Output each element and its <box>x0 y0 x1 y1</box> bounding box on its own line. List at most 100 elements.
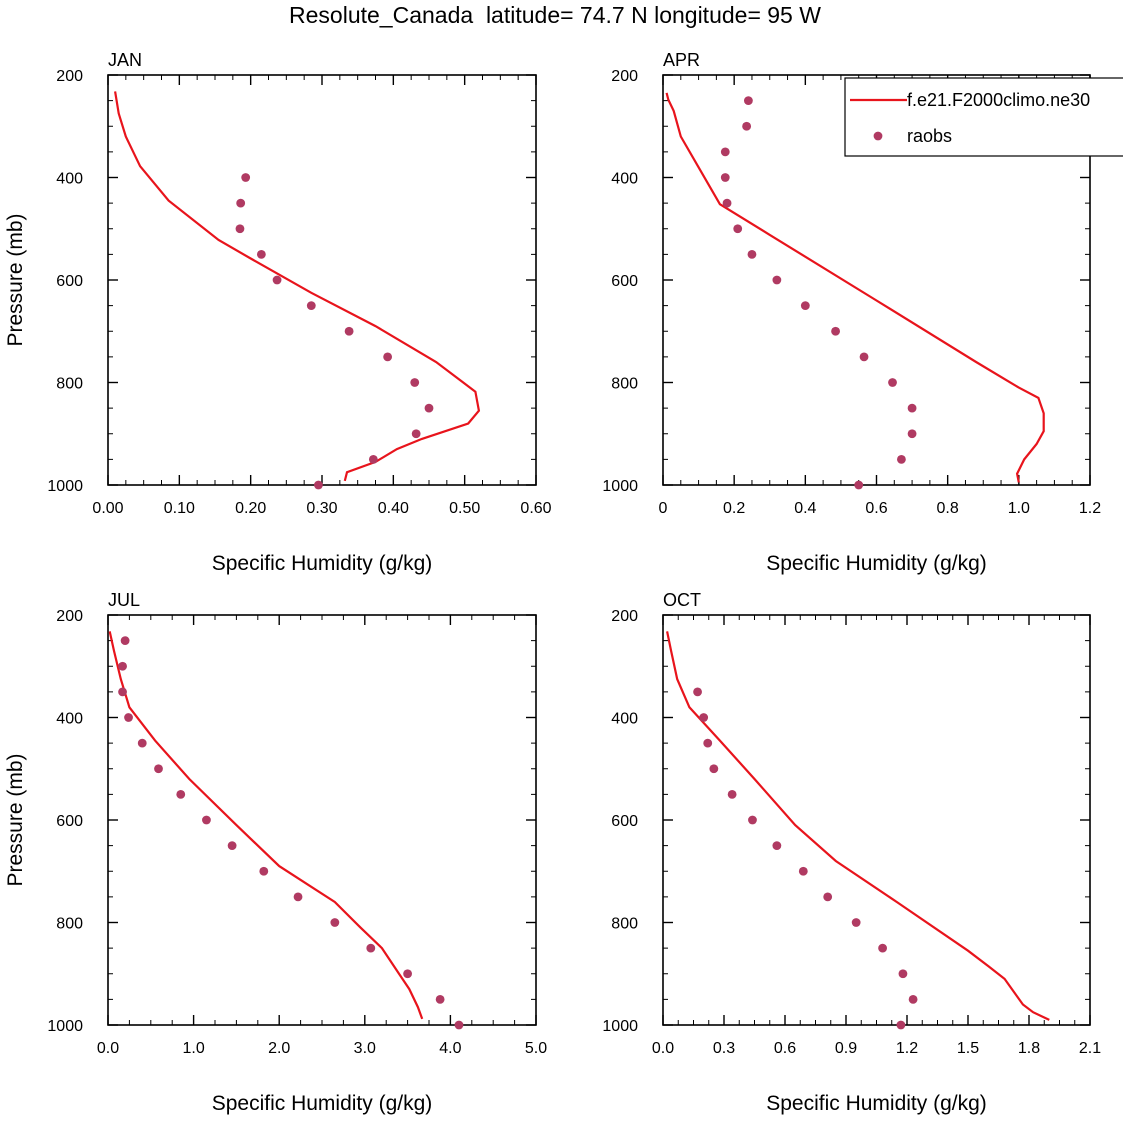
y-tick-label: 600 <box>56 813 83 830</box>
x-tick-label: 0.0 <box>652 1040 674 1057</box>
obs-point <box>227 841 237 851</box>
panel-label: JAN <box>108 50 142 70</box>
obs-point <box>888 378 897 387</box>
y-tick-label: 400 <box>611 171 638 188</box>
obs-point <box>306 301 316 311</box>
obs-point <box>435 994 445 1004</box>
x-tick-label: 0.00 <box>92 500 123 517</box>
x-tick-label: 2.0 <box>268 1040 290 1057</box>
model-series-line <box>114 91 481 482</box>
obs-point <box>720 173 730 182</box>
y-tick-label: 600 <box>611 273 638 290</box>
x-tick-label: 5.0 <box>525 1040 547 1057</box>
obs-point <box>851 918 861 927</box>
y-tick-label: 1000 <box>47 478 83 495</box>
plot-frame <box>662 614 1091 1026</box>
obs-point <box>176 789 186 799</box>
obs-point <box>703 738 713 748</box>
x-tick-label: 1.0 <box>182 1040 204 1057</box>
obs-point <box>693 687 702 697</box>
x-tick-label: 0.40 <box>378 500 409 517</box>
obs-point <box>118 687 127 697</box>
obs-point <box>330 918 340 927</box>
x-axis-label: Specific Humidity (g/kg) <box>766 1092 987 1115</box>
legend: f.e21.F2000climo.ne30 raobs <box>844 77 1123 157</box>
legend-label-obs: raobs <box>907 126 952 146</box>
y-tick-label: 800 <box>611 376 638 393</box>
legend-marker-swatch <box>873 131 883 141</box>
obs-point <box>236 198 246 208</box>
obs-point <box>154 764 163 774</box>
x-tick-label: 0.4 <box>794 500 816 517</box>
obs-point <box>747 249 757 259</box>
obs-point <box>907 429 917 439</box>
obs-point <box>772 275 782 285</box>
obs-point <box>748 815 757 825</box>
x-tick-label: 0.0 <box>97 1040 119 1057</box>
obs-point <box>800 301 810 311</box>
x-tick-label: 1.8 <box>1018 1040 1040 1057</box>
panel-jan: JAN 0.00 0.10 0.20 0.30 0.40 0.50 0.60 200 400 600… <box>4 50 552 575</box>
obs-point <box>410 378 420 387</box>
x-tick-label: 4.0 <box>439 1040 461 1057</box>
obs-point <box>733 224 743 234</box>
obs-point <box>878 943 887 953</box>
y-axis-label: Pressure (mb) <box>4 753 27 886</box>
y-tick-label: 400 <box>611 711 638 728</box>
obs-point <box>118 661 127 671</box>
model-series-line <box>108 631 424 1020</box>
y-tick-label: 200 <box>56 68 83 85</box>
y-tick-label: 200 <box>56 608 83 625</box>
obs-point <box>124 713 133 722</box>
y-tick-label: 200 <box>611 608 638 625</box>
y-tick-label: 400 <box>56 711 83 728</box>
panel-oct: OCT 0.0 0.3 0.6 0.9 1.2 1.5 1.8 2.1 200 400 600 800 1… <box>602 590 1101 1115</box>
obs-point <box>699 713 709 722</box>
y-axis-label: Pressure (mb) <box>4 213 27 346</box>
obs-point <box>823 892 833 902</box>
obs-point <box>411 429 421 439</box>
x-tick-label: 1.0 <box>1008 500 1030 517</box>
obs-point <box>720 147 730 157</box>
chart-title: Resolute_Canada latitude= 74.7 N longitu… <box>289 2 821 28</box>
panel-apr: APR 0 0.2 0.4 0.6 0.8 1.0 1.2 200 400 600 800 1000 Sp… <box>602 50 1101 575</box>
x-tick-label: 0.3 <box>713 1040 735 1057</box>
obs-point <box>897 454 906 464</box>
obs-point <box>256 249 266 259</box>
obs-point <box>744 96 753 106</box>
plot-frame <box>107 614 537 1026</box>
y-tick-label: 200 <box>611 68 638 85</box>
obs-point <box>403 969 412 979</box>
y-tick-label: 400 <box>56 171 83 188</box>
x-axis-label: Specific Humidity (g/kg) <box>212 1092 433 1115</box>
y-tick-label: 800 <box>611 916 638 933</box>
obs-point <box>831 326 840 336</box>
obs-point <box>120 636 130 646</box>
obs-point <box>898 969 908 979</box>
y-tick-label: 800 <box>56 916 83 933</box>
x-tick-label: 0 <box>659 500 668 517</box>
legend-label-model: f.e21.F2000climo.ne30 <box>907 90 1090 110</box>
x-tick-label: 2.1 <box>1079 1040 1101 1057</box>
obs-point <box>454 1020 464 1030</box>
obs-point <box>854 480 864 490</box>
y-tick-label: 600 <box>611 813 638 830</box>
x-tick-label: 0.2 <box>723 500 745 517</box>
x-tick-label: 0.6 <box>865 500 887 517</box>
obs-point <box>722 198 732 208</box>
obs-point <box>202 815 211 825</box>
y-tick-label: 1000 <box>602 1018 638 1035</box>
x-tick-label: 0.10 <box>164 500 195 517</box>
obs-point <box>908 994 918 1004</box>
x-tick-label: 0.8 <box>937 500 959 517</box>
obs-point <box>137 738 147 748</box>
panel-jul: JUL 0.0 1.0 2.0 3.0 4.0 5.0 200 400 600 800 1000 Spe… <box>4 590 547 1115</box>
y-tick-label: 1000 <box>47 1018 83 1035</box>
x-tick-label: 0.6 <box>774 1040 796 1057</box>
obs-point <box>259 866 269 876</box>
y-tick-label: 600 <box>56 273 83 290</box>
obs-point <box>709 764 719 774</box>
obs-point <box>859 352 869 362</box>
x-tick-label: 1.2 <box>896 1040 918 1057</box>
